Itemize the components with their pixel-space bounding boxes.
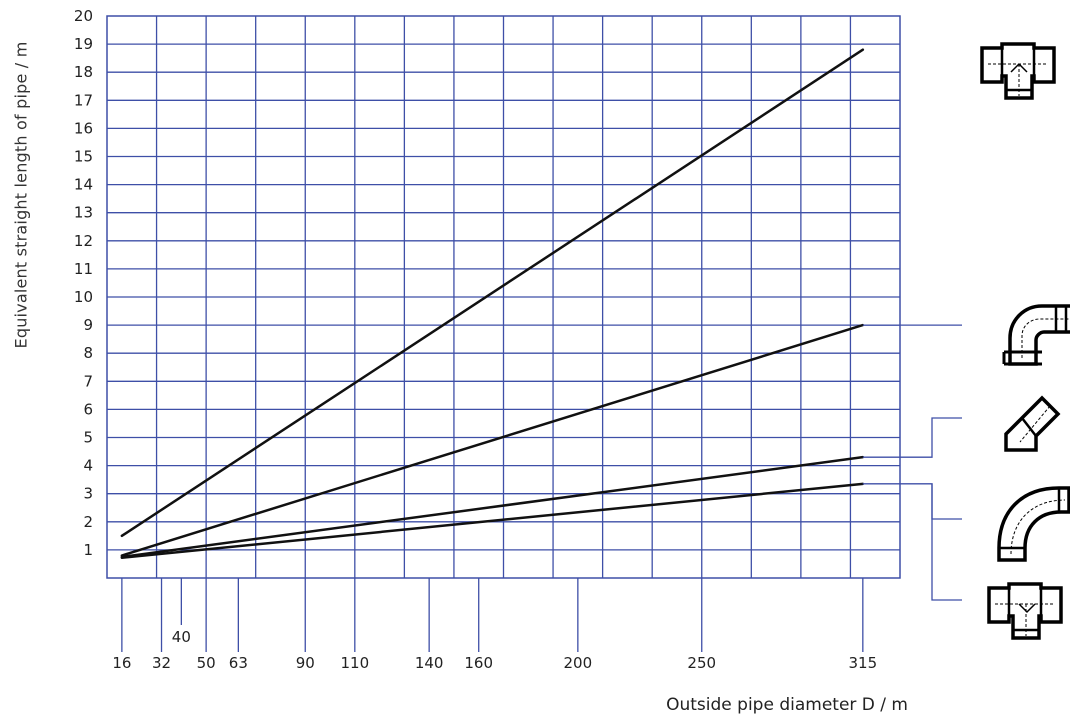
series-line: [120, 455, 865, 559]
x-tick-label: 32: [152, 654, 171, 672]
y-tick-label: 2: [83, 513, 93, 531]
y-tick-label: 4: [83, 457, 93, 475]
y-tick-label: 6: [83, 400, 93, 418]
y-tick-label: 7: [83, 372, 93, 390]
elbow-45-fitting-icon: [1004, 395, 1061, 452]
y-axis-title-wrap: Equivalent straight length of pipe / m: [6, 10, 36, 380]
leader-line: [862, 483, 962, 520]
y-tick-label: 20: [74, 7, 93, 25]
elbow-90-fitting-icon: [1002, 304, 1070, 366]
x-tick-label: 63: [229, 654, 248, 672]
x-tick-label: 50: [197, 654, 216, 672]
leader-line: [862, 483, 962, 601]
leader-line: [862, 417, 962, 458]
x-tick-label: 90: [296, 654, 315, 672]
series-line: [120, 323, 865, 557]
y-tick-label: 14: [74, 176, 93, 194]
x-tick-label: 16: [112, 654, 131, 672]
y-tick-label: 3: [83, 485, 93, 503]
leader-lines: [862, 324, 962, 601]
x-tick-label: 140: [415, 654, 444, 672]
x-tick-label: 40: [172, 628, 191, 646]
x-axis-title: Outside pipe diameter D / m: [666, 695, 908, 715]
y-tick-label: 13: [74, 204, 93, 222]
series-line: [120, 48, 865, 538]
y-tick-label: 19: [74, 35, 93, 53]
x-tick-label: 110: [340, 654, 369, 672]
grid: [106, 15, 901, 579]
x-tick-label: 160: [464, 654, 493, 672]
x-tick-label: 315: [849, 654, 878, 672]
long-radius-bend-icon: [997, 486, 1070, 562]
y-tick-label: 17: [74, 91, 93, 109]
series-line: [120, 482, 865, 560]
y-tick-label: 5: [83, 429, 93, 447]
series-lines: [120, 48, 865, 560]
x-tick-label: 200: [564, 654, 593, 672]
x-tick-label: 250: [687, 654, 716, 672]
y-tick-label: 11: [74, 260, 93, 278]
y-tick-label: 10: [74, 288, 93, 306]
y-tick-label: 18: [74, 63, 93, 81]
y-tick-label: 15: [74, 148, 93, 166]
tee-straight-flow-fitting-icon: [987, 582, 1063, 640]
y-tick-label: 16: [74, 119, 93, 137]
y-tick-label: 12: [74, 232, 93, 250]
tee-branch-flow-fitting-icon: [980, 42, 1056, 100]
y-tick-label: 9: [83, 316, 93, 334]
y-tick-label: 1: [83, 541, 93, 559]
y-tick-label: 8: [83, 344, 93, 362]
y-axis-title: Equivalent straight length of pipe / m: [11, 41, 31, 349]
